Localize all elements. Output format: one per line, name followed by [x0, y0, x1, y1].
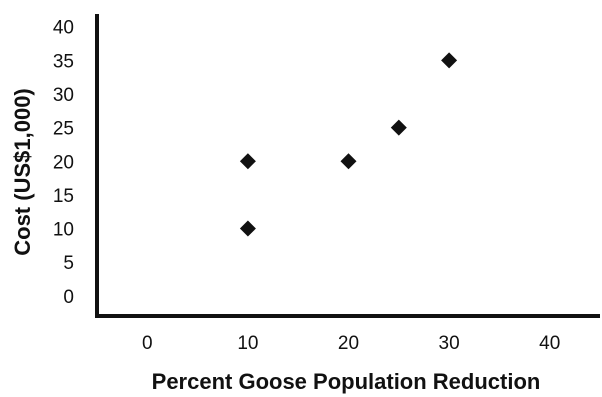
data-point	[239, 220, 256, 237]
data-point	[441, 52, 458, 69]
y-tick-label: 25	[53, 119, 74, 140]
x-tick-label: 20	[338, 333, 359, 354]
y-tick-label: 35	[53, 51, 74, 72]
y-tick-label: 10	[53, 220, 74, 241]
x-tick-label: 30	[439, 333, 460, 354]
data-point	[390, 119, 407, 136]
x-tick-label: 40	[539, 333, 560, 354]
data-points	[239, 52, 458, 237]
data-point	[340, 153, 357, 170]
x-tick-label: 10	[237, 333, 258, 354]
y-tick-label: 20	[53, 152, 74, 173]
x-tick-label: 0	[142, 333, 153, 354]
x-axis-ticks: 0 10 20 30 40	[142, 333, 560, 354]
y-axis-ticks: 0 5 10 15 20 25 30 35 40	[53, 18, 74, 308]
y-tick-label: 30	[53, 85, 74, 106]
x-axis-title: Percent Goose Population Reduction	[152, 369, 541, 394]
y-tick-label: 0	[63, 287, 74, 308]
y-axis-title: Cost (US$1,000)	[10, 88, 35, 256]
y-tick-label: 5	[63, 253, 74, 274]
data-point	[239, 153, 256, 170]
y-tick-label: 15	[53, 186, 74, 207]
y-tick-label: 40	[53, 18, 74, 39]
